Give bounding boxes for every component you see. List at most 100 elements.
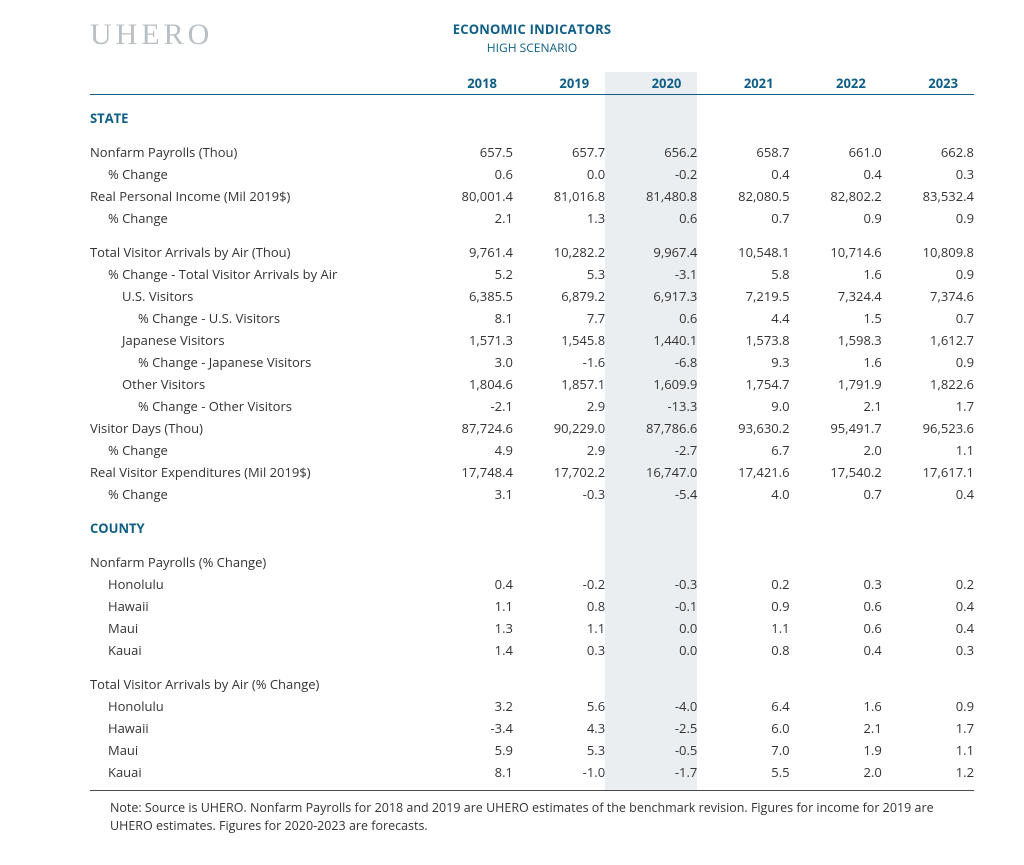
table-row: % Change3.1-0.3-5.44.00.70.4: [90, 483, 974, 505]
cell-value: 657.5: [421, 141, 513, 163]
spacer-row: [90, 661, 974, 673]
cell-value: 661.0: [790, 141, 882, 163]
row-label: Visitor Days (Thou): [90, 417, 421, 439]
spacer-row: [90, 95, 974, 107]
spacer-row: [90, 783, 974, 791]
cell-value: 16,747.0: [605, 461, 697, 483]
cell-value: 1.6: [790, 263, 882, 285]
cell-value: 1,804.6: [421, 373, 513, 395]
year-header: 2019: [513, 72, 605, 94]
cell-value: 9.3: [697, 351, 789, 373]
cell-value: 95,491.7: [790, 417, 882, 439]
cell-value: 1.4: [421, 639, 513, 661]
table-row: Other Visitors1,804.61,857.11,609.91,754…: [90, 373, 974, 395]
row-label: % Change: [90, 207, 421, 229]
cell-value: 0.7: [790, 483, 882, 505]
row-label: Maui: [90, 617, 421, 639]
cell-value: 90,229.0: [513, 417, 605, 439]
row-label: % Change - Japanese Visitors: [90, 351, 421, 373]
cell-value: [882, 551, 974, 573]
cell-value: 657.7: [513, 141, 605, 163]
cell-value: [790, 673, 882, 695]
cell-value: 5.2: [421, 263, 513, 285]
cell-value: 1,612.7: [882, 329, 974, 351]
year-header: 2018: [421, 72, 513, 94]
section-heading-row: STATE: [90, 107, 974, 129]
cell-value: 8.1: [421, 761, 513, 783]
cell-value: 0.9: [790, 207, 882, 229]
page-title: ECONOMIC INDICATORS: [90, 20, 974, 38]
cell-value: 1.3: [421, 617, 513, 639]
row-label: Hawaii: [90, 717, 421, 739]
table-row: % Change2.11.30.60.70.90.9: [90, 207, 974, 229]
cell-value: [605, 551, 697, 573]
cell-value: -5.4: [605, 483, 697, 505]
cell-value: 82,802.2: [790, 185, 882, 207]
table-row: Maui5.95.3-0.57.01.91.1: [90, 739, 974, 761]
table-row: Kauai1.40.30.00.80.40.3: [90, 639, 974, 661]
section-heading: STATE: [90, 107, 421, 129]
brand-logo: UHERO: [90, 18, 213, 52]
cell-value: [790, 551, 882, 573]
cell-value: 1,573.8: [697, 329, 789, 351]
cell-value: 0.2: [697, 573, 789, 595]
cell-value: -13.3: [605, 395, 697, 417]
cell-value: 7.7: [513, 307, 605, 329]
year-header-highlight: 2020: [605, 72, 697, 94]
cell-value: 3.1: [421, 483, 513, 505]
cell-value: 6,385.5: [421, 285, 513, 307]
cell-value: 5.5: [697, 761, 789, 783]
cell-value: 87,786.6: [605, 417, 697, 439]
cell-value: 1.5: [790, 307, 882, 329]
cell-value: 1.7: [882, 395, 974, 417]
cell-value: 5.8: [697, 263, 789, 285]
cell-value: 9,761.4: [421, 241, 513, 263]
table-row: Honolulu0.4-0.2-0.30.20.30.2: [90, 573, 974, 595]
cell-value: 1,598.3: [790, 329, 882, 351]
table-row: % Change - Other Visitors-2.12.9-13.39.0…: [90, 395, 974, 417]
cell-value: 6.0: [697, 717, 789, 739]
cell-value: 7,219.5: [697, 285, 789, 307]
cell-value: 1.1: [882, 739, 974, 761]
cell-value: 80,001.4: [421, 185, 513, 207]
cell-value: -0.5: [605, 739, 697, 761]
year-header: 2022: [790, 72, 882, 94]
cell-value: 2.1: [421, 207, 513, 229]
cell-value: 9,967.4: [605, 241, 697, 263]
cell-value: 2.1: [790, 395, 882, 417]
year-header: 2023: [882, 72, 974, 94]
cell-value: 5.6: [513, 695, 605, 717]
cell-value: 3.0: [421, 351, 513, 373]
cell-value: 10,809.8: [882, 241, 974, 263]
table-row: Maui1.31.10.01.10.60.4: [90, 617, 974, 639]
cell-value: [882, 673, 974, 695]
cell-value: -0.2: [605, 163, 697, 185]
cell-value: -1.6: [513, 351, 605, 373]
cell-value: 87,724.6: [421, 417, 513, 439]
cell-value: [421, 551, 513, 573]
page-subtitle: HIGH SCENARIO: [90, 39, 974, 56]
table-row: % Change - Japanese Visitors3.0-1.6-6.89…: [90, 351, 974, 373]
footnote: Note: Source is UHERO. Nonfarm Payrolls …: [90, 791, 974, 835]
row-label: Hawaii: [90, 595, 421, 617]
cell-value: 9.0: [697, 395, 789, 417]
cell-value: [421, 673, 513, 695]
cell-value: 2.9: [513, 439, 605, 461]
cell-value: 0.8: [513, 595, 605, 617]
cell-value: 0.4: [697, 163, 789, 185]
cell-value: 662.8: [882, 141, 974, 163]
cell-value: 4.0: [697, 483, 789, 505]
cell-value: -0.3: [513, 483, 605, 505]
cell-value: 0.7: [882, 307, 974, 329]
table-row: U.S. Visitors6,385.56,879.26,917.37,219.…: [90, 285, 974, 307]
cell-value: 81,480.8: [605, 185, 697, 207]
cell-value: 1,609.9: [605, 373, 697, 395]
cell-value: 1,822.6: [882, 373, 974, 395]
table-body: STATENonfarm Payrolls (Thou)657.5657.765…: [90, 95, 974, 792]
cell-value: 7,374.6: [882, 285, 974, 307]
cell-value: 83,532.4: [882, 185, 974, 207]
cell-value: 1.2: [882, 761, 974, 783]
cell-value: 0.4: [790, 639, 882, 661]
cell-value: 6.7: [697, 439, 789, 461]
cell-value: 1,440.1: [605, 329, 697, 351]
